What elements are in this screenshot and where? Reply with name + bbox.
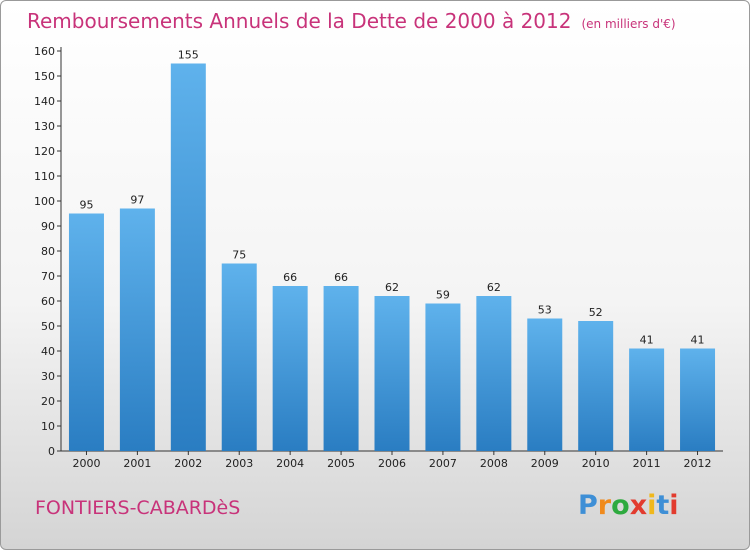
x-tick-label: 2005 [327,457,355,470]
y-tick-label: 20 [41,395,55,408]
y-tick-label: 140 [34,95,55,108]
bar-value-label: 66 [334,271,348,284]
chart-title: Remboursements Annuels de la Dette de 20… [27,9,676,33]
bar [170,63,206,451]
logo-letter: i [669,490,679,521]
x-tick-label: 2009 [531,457,559,470]
logo-letter: r [597,490,612,521]
bar [68,213,104,451]
y-tick-label: 70 [41,270,55,283]
bar-value-label: 62 [487,281,501,294]
bar-value-label: 41 [640,334,654,347]
bar [578,321,614,451]
y-tick-label: 120 [34,145,55,158]
bar [425,303,461,451]
bar-value-label: 66 [283,271,297,284]
bar [221,263,257,451]
logo-letter: i [647,490,657,521]
title-text: Remboursements Annuels de la Dette de 20… [27,9,572,33]
bar-value-label: 62 [385,281,399,294]
y-tick-label: 40 [41,345,55,358]
bar-value-label: 53 [538,304,552,317]
y-tick-label: 110 [34,170,55,183]
y-tick-label: 30 [41,370,55,383]
y-tick-label: 60 [41,295,55,308]
bar [680,348,716,451]
bar [629,348,665,451]
unit-label: (en milliers d'€) [581,17,676,31]
y-tick-label: 80 [41,245,55,258]
bar [119,208,155,451]
y-tick-label: 10 [41,420,55,433]
x-tick-label: 2001 [123,457,151,470]
x-tick-label: 2010 [582,457,610,470]
y-tick-label: 130 [34,120,55,133]
x-tick-label: 2008 [480,457,508,470]
bar-value-label: 155 [178,49,199,62]
bar-value-label: 52 [589,306,603,319]
bar [272,286,308,451]
y-tick-label: 160 [34,45,55,58]
bar [323,286,359,451]
y-tick-label: 90 [41,220,55,233]
y-tick-label: 50 [41,320,55,333]
bar [527,318,563,451]
logo-letter: o [611,490,630,521]
x-tick-label: 2012 [684,457,712,470]
x-tick-label: 2011 [633,457,661,470]
bar-value-label: 97 [130,194,144,207]
logo-letter: x [629,490,648,521]
x-tick-label: 2006 [378,457,406,470]
y-tick-label: 100 [34,195,55,208]
bar-value-label: 75 [232,249,246,262]
bar-value-label: 41 [691,334,705,347]
logo-letter: t [656,490,670,521]
x-tick-label: 2007 [429,457,457,470]
bar [374,296,410,451]
bar [476,296,512,451]
x-tick-label: 2002 [174,457,202,470]
x-tick-label: 2003 [225,457,253,470]
commune-name: FONTIERS-CABARDèS [35,497,241,519]
x-tick-label: 2004 [276,457,304,470]
x-tick-label: 2000 [72,457,100,470]
proxiti-logo: Proxiti [578,490,679,521]
bar-value-label: 59 [436,289,450,302]
y-tick-label: 0 [48,445,55,458]
y-tick-label: 150 [34,70,55,83]
bar-value-label: 95 [79,199,93,212]
logo-letter: P [578,490,598,521]
